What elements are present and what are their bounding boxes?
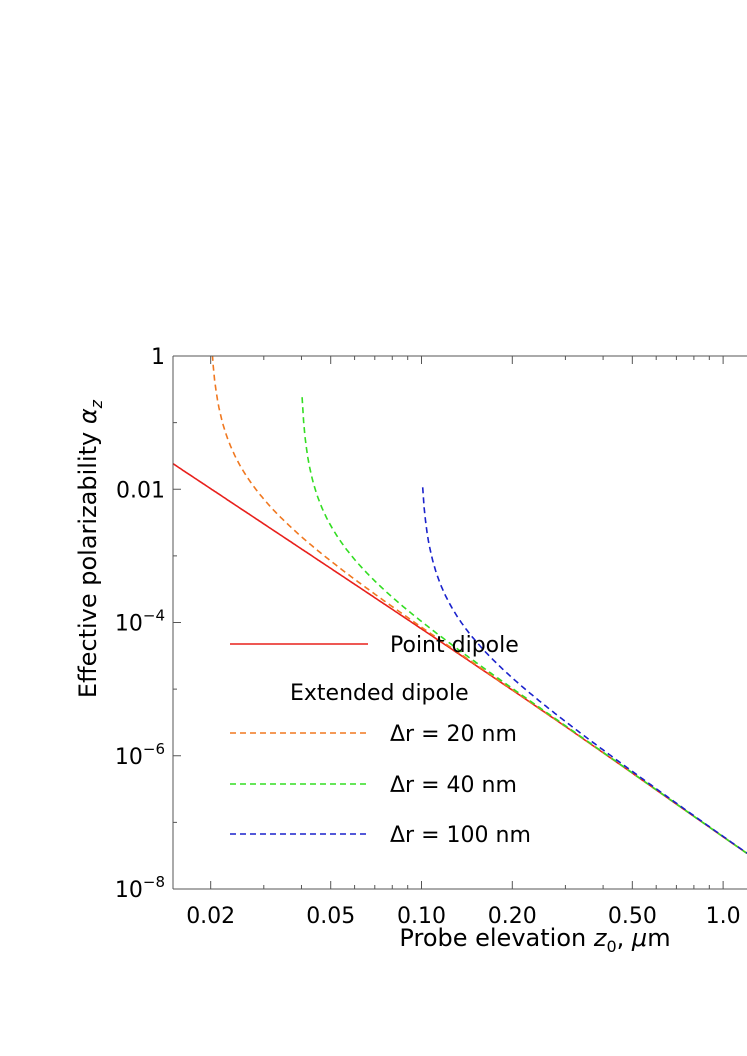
x-tick-label: 0.10	[397, 904, 446, 929]
legend-label: Point dipole	[390, 633, 519, 658]
legend-label: Δr = 100 nm	[390, 823, 531, 848]
y-tick-label: 0.01	[116, 478, 165, 503]
x-tick-label: 1.0	[706, 904, 741, 929]
x-tick-label: 0.50	[608, 904, 657, 929]
y-tick-label: 10−8	[115, 873, 165, 903]
y-tick-label: 10−6	[115, 740, 165, 770]
x-axis-title: Probe elevation z0, μm	[399, 924, 670, 956]
x-tick-label: 0.20	[488, 904, 537, 929]
y-tick-label: 10−4	[115, 607, 165, 637]
y-tick-label: 1	[151, 345, 165, 370]
x-tick-label: 0.02	[186, 904, 235, 929]
x-tick-label: 0.05	[306, 904, 355, 929]
series-line-2	[301, 397, 747, 855]
legend-label: Δr = 20 nm	[390, 722, 517, 747]
legend-label: Δr = 40 nm	[390, 773, 517, 798]
y-axis-title: Effective polarizability αz	[74, 399, 106, 698]
series-line-0	[173, 463, 747, 855]
legend-header: Extended dipole	[290, 681, 469, 706]
series-line-1	[211, 356, 747, 855]
series-line-3	[421, 487, 747, 854]
